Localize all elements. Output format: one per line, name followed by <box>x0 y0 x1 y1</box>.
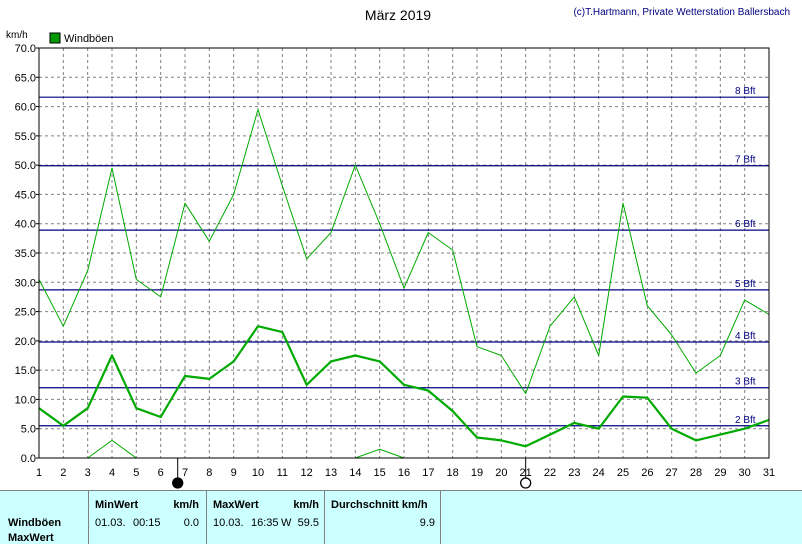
x-tick-label: 30 <box>739 467 751 479</box>
wind-chart: März 2019 (c)T.Hartmann, Private Wetters… <box>6 7 790 489</box>
plot-frame <box>38 47 770 459</box>
x-tick-label: 16 <box>398 467 410 479</box>
beaufort-label: 3 Bft <box>735 377 756 388</box>
y-tick-label: 50.0 <box>15 160 36 172</box>
y-axis-unit: km/h <box>6 30 28 41</box>
max-header: MaxWert <box>213 499 259 511</box>
x-tick-label: 17 <box>422 467 434 479</box>
min-column: MinWert km/h 01.03. 00:15 0.0 <box>88 491 207 544</box>
min-header: MinWert <box>95 499 139 511</box>
max-unit: km/h <box>293 499 319 511</box>
row-label-windboeen: Windböen <box>8 517 62 529</box>
beaufort-label: 7 Bft <box>735 155 756 166</box>
y-tick-label: 40.0 <box>15 219 36 231</box>
copyright-text: (c)T.Hartmann, Private Wetterstation Bal… <box>573 7 790 18</box>
min-date: 01.03. <box>95 517 126 529</box>
x-tick-label: 27 <box>666 467 678 479</box>
y-axis-ticks: 0.0 5.0 10.0 15.0 20.0 25.0 30.0 35.0 40.0 45.0 50… <box>15 43 39 465</box>
beaufort-label: 4 Bft <box>735 331 756 342</box>
x-tick-label: 7 <box>182 467 188 479</box>
x-tick-label: 19 <box>471 467 483 479</box>
x-tick-label: 29 <box>714 467 726 479</box>
average-value: 9.9 <box>419 517 435 529</box>
x-tick-label: 9 <box>231 467 237 479</box>
x-tick-label: 31 <box>763 467 775 479</box>
beaufort-label: 6 Bft <box>735 219 756 230</box>
beaufort-label: 8 Bft <box>735 86 756 97</box>
x-tick-label: 2 <box>60 467 66 479</box>
y-tick-label: 35.0 <box>15 248 36 260</box>
min-value: 0.0 <box>183 517 199 529</box>
x-tick-label: 20 <box>495 467 507 479</box>
beaufort-label: 2 Bft <box>735 415 756 426</box>
y-tick-label: 0.0 <box>21 453 36 465</box>
grid <box>39 48 769 458</box>
series-line-mean <box>38 325 770 448</box>
y-tick-label: 45.0 <box>15 189 36 201</box>
x-tick-label: 28 <box>690 467 702 479</box>
y-tick-label: 25.0 <box>15 307 36 319</box>
series-line-max <box>38 109 770 395</box>
x-tick-label: 22 <box>544 467 556 479</box>
y-tick-label: 55.0 <box>15 131 36 143</box>
x-tick-label: 3 <box>85 467 91 479</box>
max-value: 59.5 <box>297 517 319 529</box>
x-tick-label: 11 <box>277 467 288 479</box>
x-tick-label: 18 <box>447 467 459 479</box>
x-tick-label: 5 <box>133 467 139 479</box>
y-tick-label: 20.0 <box>15 336 36 348</box>
max-time: 16:35 <box>251 517 279 529</box>
average-header: Durchschnitt km/h <box>331 499 428 511</box>
x-tick-label: 12 <box>301 467 313 479</box>
x-tick-label: 14 <box>349 467 361 479</box>
moon-phases <box>172 458 532 489</box>
empty-column <box>440 491 802 544</box>
average-column: Durchschnitt km/h 9.9 <box>324 491 441 544</box>
row-label-maxwert: MaxWert <box>8 532 54 544</box>
y-tick-label: 10.0 <box>15 394 36 406</box>
x-tick-label: 1 <box>36 467 42 479</box>
x-tick-label: 26 <box>641 467 653 479</box>
x-tick-label: 10 <box>252 467 264 479</box>
x-tick-label: 6 <box>158 467 164 479</box>
y-tick-label: 5.0 <box>21 424 36 436</box>
series-line-min <box>39 439 769 459</box>
min-unit: km/h <box>173 499 199 511</box>
moon-new-icon <box>172 477 184 489</box>
legend-label: Windböen <box>64 33 114 45</box>
x-tick-label: 25 <box>617 467 629 479</box>
y-tick-label: 60.0 <box>15 102 36 114</box>
y-tick-label: 15.0 <box>15 365 36 377</box>
chart-title: März 2019 <box>365 7 431 23</box>
y-tick-label: 30.0 <box>15 277 36 289</box>
legend-swatch <box>49 32 61 44</box>
max-direction: W <box>281 517 292 529</box>
x-axis-ticks: 1 2 3 4 5 6 7 8 9 10 11 12 13 14 15 16 17 18 19 20 21 22 23 24 2… <box>36 467 775 479</box>
x-tick-label: 13 <box>325 467 337 479</box>
legend: Windböen <box>49 32 114 45</box>
moon-full-icon <box>520 477 532 489</box>
min-time: 00:15 <box>133 517 161 529</box>
x-tick-label: 8 <box>206 467 212 479</box>
x-tick-label: 24 <box>593 467 605 479</box>
y-tick-label: 70.0 <box>15 43 36 55</box>
statistics-panel: Windböen MaxWert MinWert km/h 01.03. 00:… <box>0 490 802 544</box>
x-tick-label: 4 <box>109 467 115 479</box>
beaufort-label: 5 Bft <box>735 279 756 290</box>
y-tick-label: 65.0 <box>15 72 36 84</box>
max-column: MaxWert km/h 10.03. 16:35 W 59.5 <box>206 491 325 544</box>
x-tick-label: 15 <box>374 467 386 479</box>
x-tick-label: 23 <box>568 467 580 479</box>
max-date: 10.03. <box>213 517 244 529</box>
beaufort-lines: 2 Bft 3 Bft 4 Bft 5 Bft 6 Bft 7 Bft 8 Bft <box>39 86 769 427</box>
